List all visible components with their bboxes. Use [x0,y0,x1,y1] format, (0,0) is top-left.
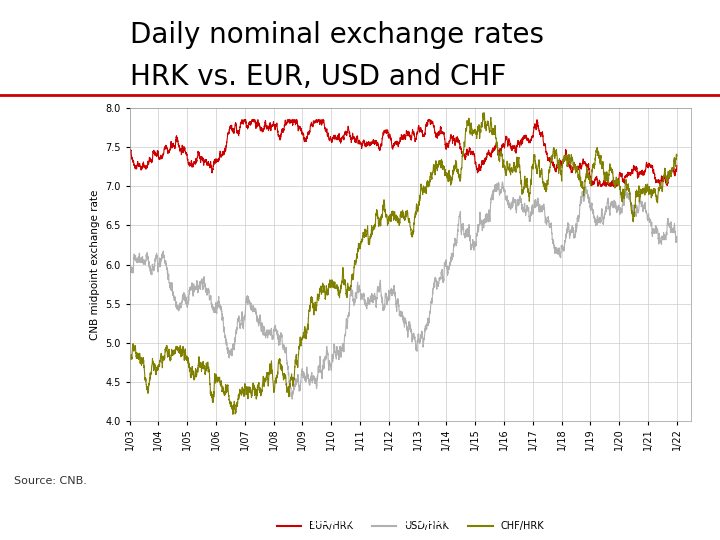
CHF/HRK [534,164,542,170]
EUR/HRK [454,136,462,142]
EUR/HRK [575,161,584,167]
Text: CROATIAN NATIONAL BANK: CROATIAN NATIONAL BANK [265,515,455,528]
CHF/HRK [672,151,681,158]
Line: EUR/HRK: EUR/HRK [130,120,677,186]
CHF/HRK [480,110,488,116]
EUR/HRK [225,130,233,136]
CHF/HRK [482,123,490,130]
CHF/HRK [229,411,238,417]
Text: HRK vs. EUR, USD and CHF: HRK vs. EUR, USD and CHF [130,63,506,91]
EUR/HRK [238,117,246,123]
USD/HRK [335,353,343,359]
Line: USD/HRK: USD/HRK [130,182,677,399]
EUR/HRK [335,134,343,141]
USD/HRK [125,261,134,268]
CHF/HRK [125,355,134,362]
CHF/HRK [225,395,233,402]
CHF/HRK [335,290,343,296]
EUR/HRK [125,152,134,158]
Text: Daily nominal exchange rates: Daily nominal exchange rates [130,22,544,49]
USD/HRK [454,228,462,235]
EUR/HRK [481,157,490,164]
Legend: EUR/HRK, USD/HRK, CHF/HRK: EUR/HRK, USD/HRK, CHF/HRK [273,517,548,535]
USD/HRK [498,179,507,185]
USD/HRK [534,197,542,203]
Text: Source: CNB.: Source: CNB. [14,476,87,485]
EUR/HRK [534,122,542,129]
USD/HRK [672,238,681,245]
USD/HRK [575,205,584,211]
Y-axis label: CNB midpoint exchange rate: CNB midpoint exchange rate [89,190,99,340]
CHF/HRK [575,170,584,177]
USD/HRK [225,349,233,356]
Line: CHF/HRK: CHF/HRK [130,113,677,414]
EUR/HRK [593,183,602,190]
USD/HRK [288,396,297,402]
EUR/HRK [672,162,681,168]
CHF/HRK [454,168,462,175]
USD/HRK [481,212,490,219]
